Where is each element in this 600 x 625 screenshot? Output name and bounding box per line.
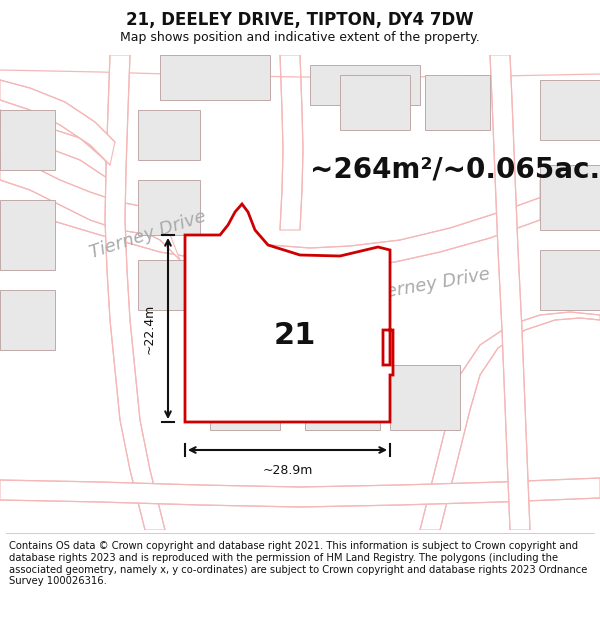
Polygon shape: [0, 80, 115, 165]
Text: Tierney Drive: Tierney Drive: [88, 208, 208, 262]
Polygon shape: [540, 165, 600, 230]
Polygon shape: [340, 75, 410, 130]
Polygon shape: [138, 180, 200, 235]
Polygon shape: [540, 250, 600, 310]
Polygon shape: [310, 65, 420, 105]
Polygon shape: [50, 180, 590, 270]
Text: ~28.9m: ~28.9m: [262, 464, 313, 477]
Polygon shape: [210, 365, 280, 430]
Polygon shape: [420, 312, 600, 530]
Polygon shape: [0, 110, 110, 180]
Text: ~22.4m: ~22.4m: [143, 303, 156, 354]
Text: 21, DEELEY DRIVE, TIPTON, DY4 7DW: 21, DEELEY DRIVE, TIPTON, DY4 7DW: [126, 11, 474, 29]
Polygon shape: [490, 55, 530, 530]
Polygon shape: [0, 478, 600, 507]
Polygon shape: [390, 365, 460, 430]
Text: Tierney Drive: Tierney Drive: [368, 266, 491, 304]
Polygon shape: [305, 365, 380, 430]
Polygon shape: [160, 55, 270, 100]
Text: Map shows position and indicative extent of the property.: Map shows position and indicative extent…: [120, 31, 480, 44]
Polygon shape: [0, 290, 55, 350]
Polygon shape: [0, 200, 55, 270]
Polygon shape: [425, 75, 490, 130]
Polygon shape: [0, 155, 180, 260]
Text: 21: 21: [274, 321, 316, 349]
Polygon shape: [540, 80, 600, 140]
Polygon shape: [138, 260, 200, 310]
Polygon shape: [105, 55, 165, 530]
Polygon shape: [185, 204, 393, 422]
Polygon shape: [138, 110, 200, 160]
Polygon shape: [540, 175, 590, 220]
Text: Contains OS data © Crown copyright and database right 2021. This information is : Contains OS data © Crown copyright and d…: [9, 541, 587, 586]
Text: ~264m²/~0.065ac.: ~264m²/~0.065ac.: [310, 156, 600, 184]
Polygon shape: [280, 55, 303, 230]
Polygon shape: [0, 110, 55, 170]
